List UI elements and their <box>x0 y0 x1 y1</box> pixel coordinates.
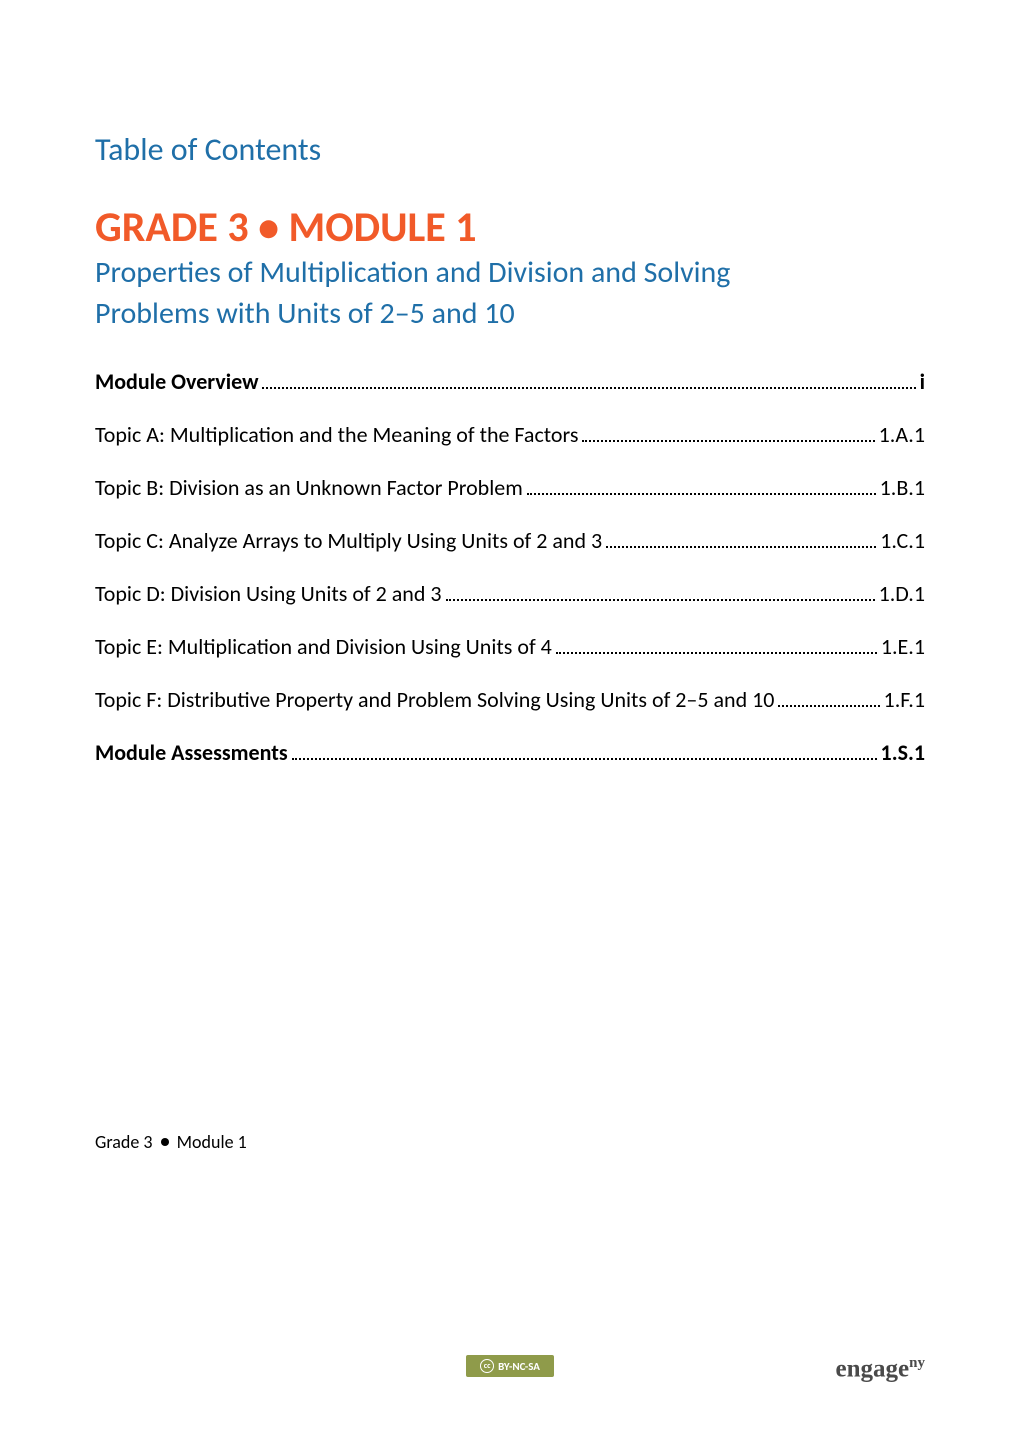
toc-label: Module Overview <box>95 368 258 395</box>
toc-label: Topic F: Distributive Property and Probl… <box>95 686 774 713</box>
toc-entry-topic-f: Topic F: Distributive Property and Probl… <box>95 686 925 713</box>
toc-label: Topic D: Division Using Units of 2 and 3 <box>95 580 442 607</box>
toc-page: 1.D.1 <box>879 580 925 607</box>
toc-dots <box>556 652 877 654</box>
module-title: GRADE 3 • MODULE 1 <box>95 207 925 249</box>
bullet-icon <box>161 1138 169 1146</box>
toc-dots <box>292 758 877 760</box>
footer-module: Module 1 <box>177 1131 247 1153</box>
toc-entry-overview: Module Overview i <box>95 368 925 395</box>
toc-label: Topic B: Division as an Unknown Factor P… <box>95 474 523 501</box>
toc-label: Topic C: Analyze Arrays to Multiply Usin… <box>95 527 602 554</box>
toc-page: 1.B.1 <box>880 474 925 501</box>
toc-entry-topic-b: Topic B: Division as an Unknown Factor P… <box>95 474 925 501</box>
toc-dots <box>606 546 876 548</box>
cc-icon: cc <box>480 1359 494 1373</box>
toc-dots <box>262 387 915 389</box>
cc-license-badge: cc BY-NC-SA <box>466 1355 554 1377</box>
cc-text: BY-NC-SA <box>498 1360 540 1373</box>
toc-entry-topic-a: Topic A: Multiplication and the Meaning … <box>95 421 925 448</box>
toc-label: Module Assessments <box>95 739 288 766</box>
toc-dots <box>446 599 875 601</box>
toc-page: 1.E.1 <box>881 633 925 660</box>
toc-page: 1.F.1 <box>884 686 925 713</box>
toc-dots <box>527 493 876 495</box>
toc-entry-assessments: Module Assessments 1.S.1 <box>95 739 925 766</box>
toc-page: 1.S.1 <box>881 739 925 766</box>
engage-text: engage <box>836 1355 910 1382</box>
engage-ny-logo: engageny <box>836 1355 925 1383</box>
footer-grade: Grade 3 <box>95 1131 153 1153</box>
engage-sup: ny <box>909 1355 925 1371</box>
toc-heading: Table of Contents <box>95 130 925 169</box>
toc-list: Module Overview i Topic A: Multiplicatio… <box>95 368 925 766</box>
toc-page: 1.A.1 <box>879 421 925 448</box>
toc-entry-topic-d: Topic D: Division Using Units of 2 and 3… <box>95 580 925 607</box>
toc-label: Topic E: Multiplication and Division Usi… <box>95 633 552 660</box>
toc-dots <box>582 440 874 442</box>
subtitle-line-1: Properties of Multiplication and Divisio… <box>95 253 925 294</box>
toc-entry-topic-e: Topic E: Multiplication and Division Usi… <box>95 633 925 660</box>
subtitle-line-2: Problems with Units of 2–5 and 10 <box>95 294 925 335</box>
toc-dots <box>778 705 879 707</box>
footer-text: Grade 3 Module 1 <box>95 1131 247 1153</box>
toc-label: Topic A: Multiplication and the Meaning … <box>95 421 578 448</box>
toc-entry-topic-c: Topic C: Analyze Arrays to Multiply Usin… <box>95 527 925 554</box>
toc-page: 1.C.1 <box>880 527 925 554</box>
toc-page: i <box>920 368 925 395</box>
